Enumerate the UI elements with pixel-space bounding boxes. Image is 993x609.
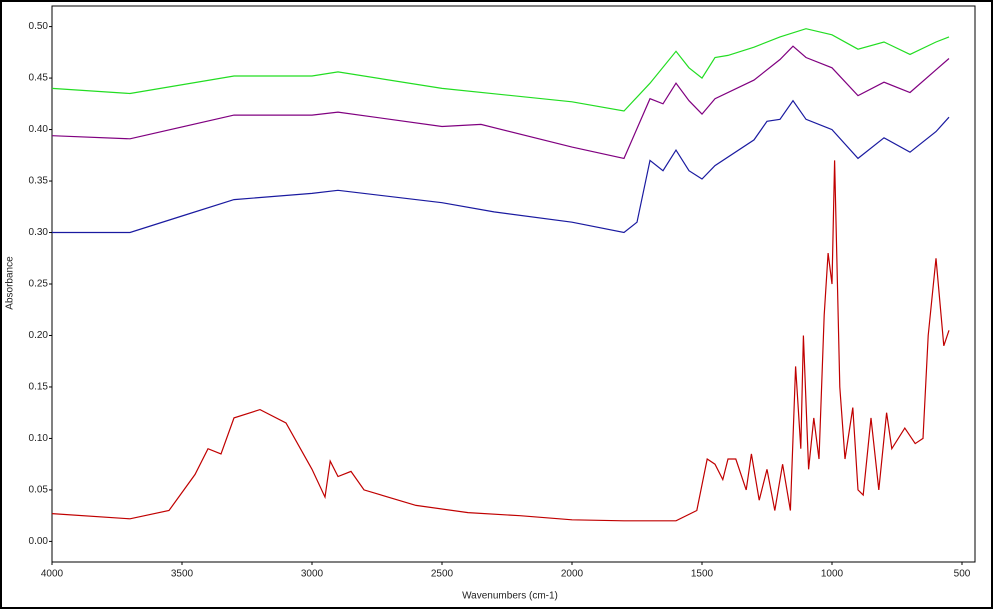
x-tick-label: 3500: [171, 569, 194, 580]
x-tick-label: 1000: [821, 569, 844, 580]
x-tick-label: 500: [954, 569, 971, 580]
y-tick-label: 0.30: [29, 227, 49, 238]
y-tick-label: 0.05: [29, 485, 49, 496]
plot-area: [51, 5, 976, 563]
spectrum-line: [51, 28, 950, 112]
y-tick-label: 0.00: [29, 536, 49, 547]
y-tick-label: 0.45: [29, 73, 49, 84]
x-axis-label: Wavenumbers (cm-1): [462, 591, 558, 602]
y-tick-label: 0.50: [29, 21, 49, 32]
x-tick-label: 2000: [561, 569, 584, 580]
y-tick-label: 0.25: [29, 279, 49, 290]
x-tick-label: 1500: [691, 569, 714, 580]
spectrum-line: [51, 160, 950, 522]
y-tick-label: 0.35: [29, 176, 49, 187]
y-tick-label: 0.15: [29, 382, 49, 393]
x-tick-label: 2500: [431, 569, 454, 580]
y-tick-label: 0.40: [29, 124, 49, 135]
y-axis-label: Absorbance: [5, 256, 16, 310]
x-tick-label: 3000: [301, 569, 324, 580]
spectrum-line: [52, 99, 950, 234]
y-tick-label: 0.20: [29, 330, 49, 341]
spectrum-line: [51, 45, 950, 160]
x-tick-label: 4000: [41, 569, 64, 580]
y-tick-label: 0.10: [29, 433, 49, 444]
